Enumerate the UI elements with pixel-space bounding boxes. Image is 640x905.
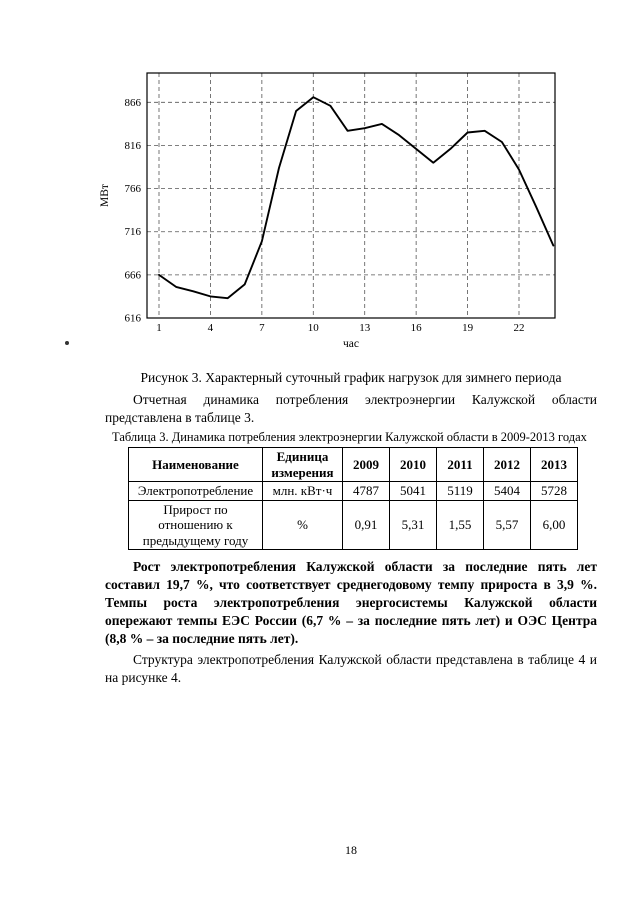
cell-value: 5041 [389, 481, 437, 501]
svg-text:10: 10 [308, 322, 320, 334]
cell-value: 5404 [483, 481, 531, 501]
consumption-table: Наименование Единица измерения 2009 2010… [128, 447, 578, 550]
paragraph-intro-table: Отчетная динамика потребления электроэне… [105, 392, 597, 425]
header-name: Наименование [128, 447, 263, 482]
cell-value: 0,91 [342, 499, 390, 550]
svg-text:16: 16 [411, 322, 423, 334]
cell-value: 6,00 [530, 499, 578, 550]
svg-text:616: 616 [125, 313, 142, 325]
figure-caption: Рисунок 3. Характерный суточный график н… [140, 370, 562, 385]
table-header-row: Наименование Единица измерения 2009 2010… [128, 447, 578, 482]
cell-unit: % [262, 499, 343, 550]
cell-value: 5119 [436, 481, 484, 501]
cell-value: 5728 [530, 481, 578, 501]
cell-name: Прирост по отношению к предыдущему году [128, 499, 263, 550]
svg-text:22: 22 [514, 322, 525, 334]
table-row-consumption: Электропотребление млн. кВт·ч 4787 5041 … [128, 481, 578, 501]
table-row-growth: Прирост по отношению к предыдущему году … [128, 499, 578, 550]
svg-text:866: 866 [125, 97, 142, 109]
scan-artifact [65, 341, 69, 345]
svg-text:816: 816 [125, 140, 142, 152]
header-unit: Единица измерения [262, 447, 343, 482]
svg-text:19: 19 [462, 322, 474, 334]
cell-value: 1,55 [436, 499, 484, 550]
svg-text:7: 7 [259, 322, 265, 334]
svg-text:666: 666 [125, 269, 142, 281]
svg-text:766: 766 [125, 183, 142, 195]
cell-name: Электропотребление [128, 481, 263, 501]
header-2010: 2010 [389, 447, 437, 482]
cell-value: 5,31 [389, 499, 437, 550]
header-2013: 2013 [530, 447, 578, 482]
svg-text:МВт: МВт [99, 184, 111, 207]
svg-text:час: час [343, 338, 359, 350]
cell-value: 5,57 [483, 499, 531, 550]
figure-3: 616 666 716 766 816 866 1 4 7 10 13 16 19 22 час МВт [94, 70, 560, 359]
header-2011: 2011 [436, 447, 484, 482]
svg-text:1: 1 [156, 322, 162, 334]
svg-text:716: 716 [125, 226, 142, 238]
page-number: 18 [345, 843, 357, 857]
cell-unit: млн. кВт·ч [262, 481, 343, 501]
svg-text:4: 4 [208, 322, 214, 334]
svg-text:13: 13 [359, 322, 371, 334]
cell-value: 4787 [342, 481, 390, 501]
header-2009: 2009 [342, 447, 390, 482]
load-chart: 616 666 716 766 816 866 1 4 7 10 13 16 19 22 час МВт [99, 72, 556, 350]
paragraph-growth-bold: Рост электропотребления Калужской област… [105, 559, 597, 646]
paragraph-structure: Структура электропотребления Калужской о… [105, 652, 597, 685]
table-caption: Таблица 3. Динамика потребления электроэ… [112, 430, 587, 444]
header-2012: 2012 [483, 447, 531, 482]
